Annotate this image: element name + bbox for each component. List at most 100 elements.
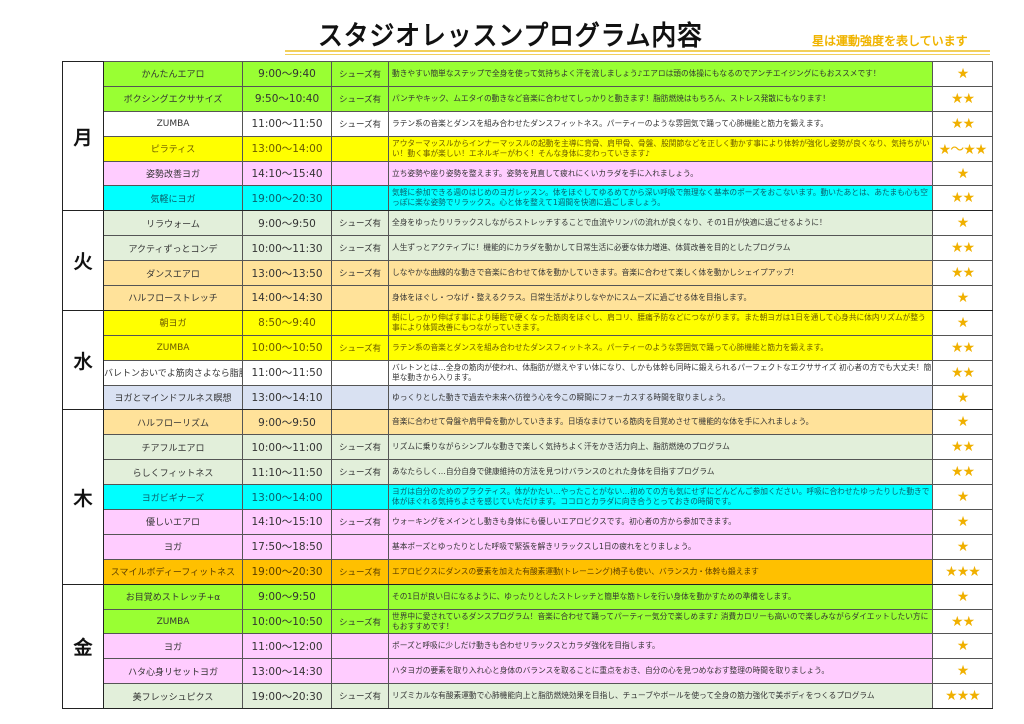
table-row: らしくフィットネス 11:10～11:50 シューズ有 あなたらしく…自分自身で健康維… bbox=[63, 459, 993, 486]
shoes-required bbox=[331, 658, 389, 685]
intensity-stars: ★★ bbox=[932, 459, 993, 486]
lesson-description: 全身をゆったりリラックスしながらストレッチすることで血流やリンパの流れが良くなり… bbox=[388, 210, 933, 237]
lesson-description: ハタヨガの要素を取り入れ心と身体のバランスを取ることに重点をおき、自分の心を見つ… bbox=[388, 658, 933, 685]
table-row: ピラティス 13:00～14:00 アウターマッスルからインナーマッスルの起動を主導… bbox=[63, 135, 993, 162]
shoes-required bbox=[331, 533, 389, 560]
table-row: ヨガ 17:50～18:50 基本ポーズとゆったりとした呼吸で緊張を解きリラックスし… bbox=[63, 533, 993, 560]
lesson-time: 14:10～15:40 bbox=[242, 160, 332, 187]
shoes-required bbox=[331, 409, 389, 436]
lesson-time: 10:00～11:30 bbox=[242, 235, 332, 262]
table-row: 美フレッシュピクス 19:00～20:30 シューズ有 リズミカルな有酸素運動で心肺機… bbox=[63, 683, 993, 710]
lesson-description: バレトンとは…全身の筋肉が使われ、体脂肪が燃えやすい体になり、しかも体幹も同時に… bbox=[388, 359, 933, 386]
intensity-stars: ★★ bbox=[932, 185, 993, 212]
page-title: スタジオレッスンプログラム内容 bbox=[318, 21, 703, 52]
lesson-name: 優しいエアロ bbox=[103, 509, 243, 535]
intensity-stars: ★ bbox=[932, 484, 993, 511]
shoes-required: シューズ有 bbox=[331, 459, 389, 486]
lesson-time: 11:00～11:50 bbox=[242, 110, 332, 137]
lesson-name: ダンスエアロ bbox=[103, 260, 243, 287]
shoes-required: シューズ有 bbox=[331, 608, 389, 635]
table-row: 優しいエアロ 14:10～15:10 シューズ有 ウォーキングをメインとし動きも身体に… bbox=[63, 509, 993, 535]
lesson-name: らしくフィットネス bbox=[103, 459, 243, 486]
shoes-required bbox=[331, 135, 389, 162]
lesson-name: 気軽にヨガ bbox=[103, 185, 243, 212]
lesson-name: ハタ心身リセットヨガ bbox=[103, 658, 243, 685]
table-row: 姿勢改善ヨガ 14:10～15:40 立ち姿勢や座り姿勢を整えます。姿勢を見直して疲… bbox=[63, 160, 993, 187]
lesson-name: リラウォーム bbox=[103, 210, 243, 237]
intensity-stars: ★ bbox=[932, 160, 993, 187]
table-row: 金お目覚めストレッチ+α 9:00～9:50 その1日が良い日になるように、ゆったり… bbox=[62, 583, 993, 710]
table-row: ZUMBA 10:00～10:50 シューズ有 ラテン系の音楽とダンスを組み合わせたダ… bbox=[63, 334, 993, 361]
intensity-stars: ★ bbox=[932, 210, 993, 237]
lesson-name: ヨガ bbox=[103, 533, 243, 560]
lesson-schedule-table: 月かんたんエアロ 9:00～9:40 シューズ有 動きやすい簡単なステップで全身を使っ… bbox=[62, 60, 993, 710]
table-row: ハルフローストレッチ 14:00～14:30 身体をほぐし・つなげ・整えるクラス。日… bbox=[63, 285, 993, 311]
intensity-stars: ★★ bbox=[932, 434, 993, 461]
lesson-time: 17:50～18:50 bbox=[242, 533, 332, 560]
day-label: 金 bbox=[62, 583, 104, 710]
table-row: ZUMBA 11:00～11:50 シューズ有 ラテン系の音楽とダンスを組み合わせたダ… bbox=[63, 110, 993, 137]
lesson-time: 13:00～13:50 bbox=[242, 260, 332, 287]
table-row: 水朝ヨガ 8:50～9:40 朝にしっかり伸ばす事により睡眠で硬くなった筋肉をほぐし… bbox=[62, 309, 993, 411]
shoes-required: シューズ有 bbox=[331, 334, 389, 361]
table-row: チアフルエアロ 10:00～11:00 シューズ有 リズムに乗りながらシンプルな動きで… bbox=[63, 434, 993, 461]
lesson-time: 19:00～20:30 bbox=[242, 683, 332, 710]
table-row: スマイルボディーフィットネス 19:00～20:30 シューズ有 エアロビクスにダンス… bbox=[63, 558, 993, 585]
lesson-description: パンチやキック、ムエタイの動きなど音楽に合わせてしっかりと動きます！脂肪燃焼はも… bbox=[388, 85, 933, 112]
lesson-time: 9:50～10:40 bbox=[242, 85, 332, 112]
lesson-description: リズムに乗りながらシンプルな動きで楽しく気持ちよく汗をかき活力向上、脂肪燃焼のプ… bbox=[388, 434, 933, 461]
intensity-stars: ★ bbox=[932, 384, 993, 411]
lesson-time: 11:10～11:50 bbox=[242, 459, 332, 486]
shoes-required bbox=[331, 583, 389, 610]
shoes-required: シューズ有 bbox=[331, 210, 389, 237]
lesson-name: アクティずっとコンデ bbox=[103, 235, 243, 262]
shoes-required: シューズ有 bbox=[331, 85, 389, 112]
lesson-description: ウォーキングをメインとし動きも身体にも優しいエアロビクスです。初心者の方から参加… bbox=[388, 509, 933, 535]
intensity-stars: ★ bbox=[932, 509, 993, 535]
title-underline-thin bbox=[285, 54, 990, 55]
table-row: 月かんたんエアロ 9:00～9:40 シューズ有 動きやすい簡単なステップで全身を使っ… bbox=[62, 60, 993, 212]
lesson-name: ZUMBA bbox=[103, 110, 243, 137]
intensity-stars: ★ bbox=[932, 285, 993, 311]
lesson-name: ヨガビギナーズ bbox=[103, 484, 243, 511]
lesson-time: 9:00～9:50 bbox=[242, 210, 332, 237]
lesson-name: チアフルエアロ bbox=[103, 434, 243, 461]
lesson-name: ヨガ bbox=[103, 633, 243, 660]
lesson-description: 動きやすい簡単なステップで全身を使って気持ちよく汗を流しましょう♪エアロは頭の体… bbox=[388, 61, 933, 87]
schedule-body: 月かんたんエアロ 9:00～9:40 シューズ有 動きやすい簡単なステップで全身を使っ… bbox=[62, 60, 993, 710]
day-label: 水 bbox=[62, 309, 104, 411]
table-row: ヨガ 11:00～12:00 ポーズと呼吸に少しだけ動きも合わせリラックスとカラダ強… bbox=[63, 633, 993, 660]
lesson-name: かんたんエアロ bbox=[103, 61, 243, 87]
lesson-name: スマイルボディーフィットネス bbox=[103, 558, 243, 585]
intensity-stars: ★ bbox=[932, 309, 993, 336]
shoes-required: シューズ有 bbox=[331, 558, 389, 585]
lesson-time: 11:00～12:00 bbox=[242, 633, 332, 660]
shoes-required: シューズ有 bbox=[331, 61, 389, 87]
lesson-time: 9:00～9:50 bbox=[242, 409, 332, 436]
lesson-name: ハルフローリズム bbox=[103, 409, 243, 436]
lesson-description: ポーズと呼吸に少しだけ動きも合わせリラックスとカラダ強化を目指します。 bbox=[388, 633, 933, 660]
lesson-description: あなたらしく…自分自身で健康維持の方法を見つけバランスのとれた身体を目指すプログ… bbox=[388, 459, 933, 486]
table-row: ZUMBA 10:00～10:50 シューズ有 世界中に愛されているダンスプログラム！… bbox=[63, 608, 993, 635]
lesson-description: ラテン系の音楽とダンスを組み合わせたダンスフィットネス。パーティーのような雰囲気… bbox=[388, 110, 933, 137]
lesson-description: 音楽に合わせて骨盤や肩甲骨を動かしていきます。日頃なまけている筋肉を目覚めさせて… bbox=[388, 409, 933, 436]
shoes-required bbox=[331, 309, 389, 336]
lesson-description: 身体をほぐし・つなげ・整えるクラス。日常生活がよりしなやかにスムーズに過ごせる体… bbox=[388, 285, 933, 311]
star-legend-note: 星は運動強度を表しています bbox=[812, 34, 968, 48]
lesson-description: 気軽に参加できる週のはじめのヨガレッスン。体をほぐしてゆるめてから深い呼吸で無理… bbox=[388, 185, 933, 212]
intensity-stars: ★ bbox=[932, 61, 993, 87]
lesson-name: 姿勢改善ヨガ bbox=[103, 160, 243, 187]
intensity-stars: ★ bbox=[932, 583, 993, 610]
lesson-description: 基本ポーズとゆったりとした呼吸で緊張を解きリラックスし1日の疲れをとりましょう。 bbox=[388, 533, 933, 560]
lesson-time: 14:00～14:30 bbox=[242, 285, 332, 311]
lesson-time: 10:00～10:50 bbox=[242, 608, 332, 635]
intensity-stars: ★★ bbox=[932, 235, 993, 262]
intensity-stars: ★ bbox=[932, 633, 993, 660]
lesson-description: 人生ずっとアクティブに！機能的にカラダを動かして日常生活に必要な体力増進、体質改… bbox=[388, 235, 933, 262]
table-row: ヨガビギナーズ 13:00～14:00 ヨガは自分のためのプラクティス。体がかたい…… bbox=[63, 484, 993, 511]
lesson-description: ゆっくりとした動きで過去や未来へ彷徨う心を今この瞬間にフォーカスする時間を取りま… bbox=[388, 384, 933, 411]
intensity-stars: ★ bbox=[932, 658, 993, 685]
intensity-stars: ★ bbox=[932, 533, 993, 560]
shoes-required bbox=[331, 285, 389, 311]
day-label: 月 bbox=[62, 60, 104, 212]
